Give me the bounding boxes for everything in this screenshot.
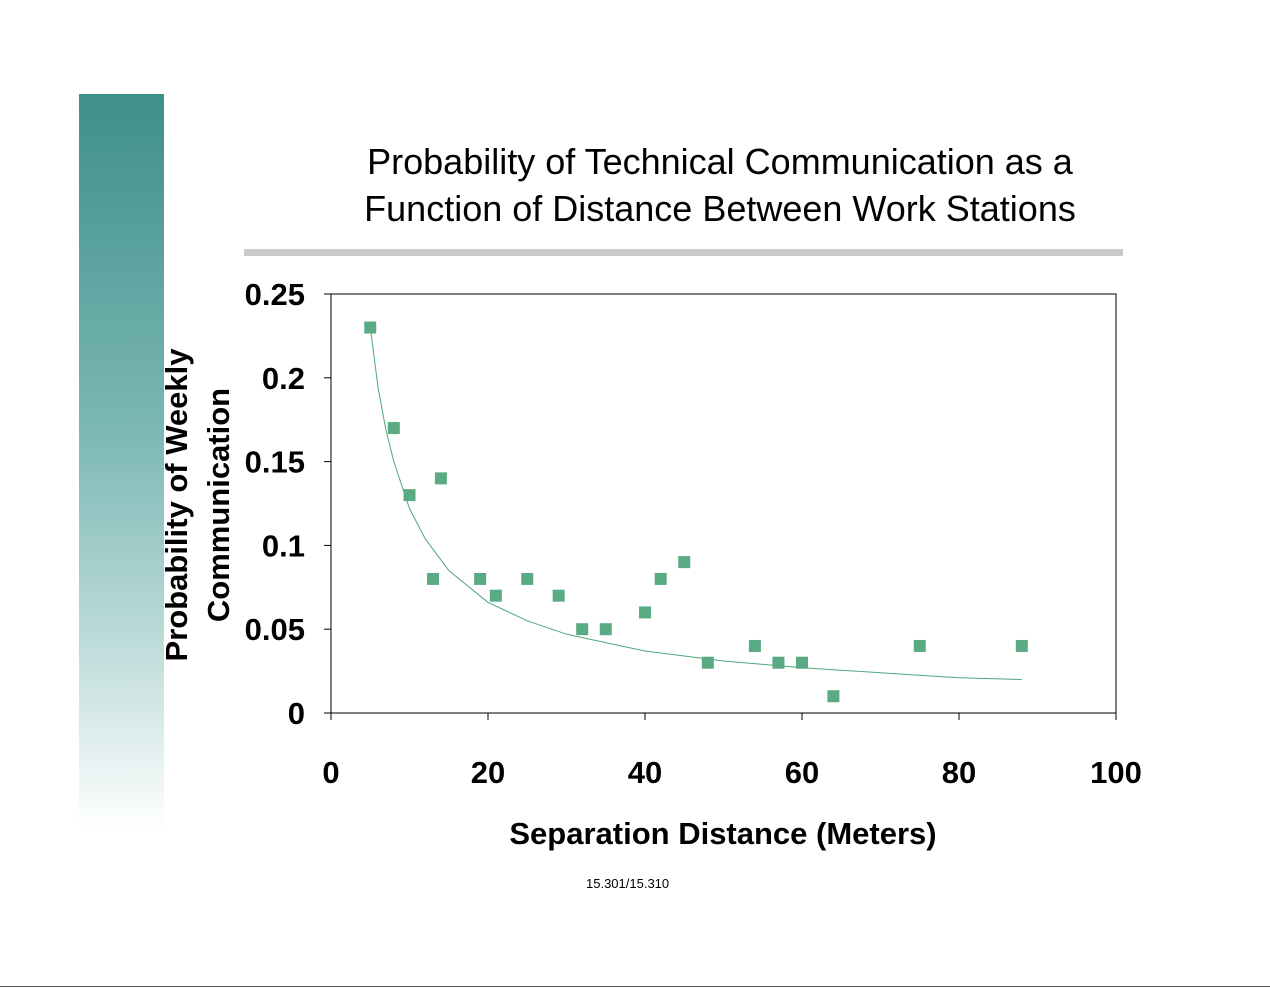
bottom-border xyxy=(0,986,1270,987)
x-axis: 0 20 40 60 80 100 xyxy=(322,713,1141,790)
y-tick-label: 0.15 xyxy=(245,445,305,480)
data-point xyxy=(828,691,838,701)
x-tick-label: 100 xyxy=(1090,755,1142,790)
y-axis-title-line-1: Probability of Weekly xyxy=(159,348,194,662)
data-point xyxy=(436,473,446,483)
data-point xyxy=(577,624,587,634)
data-point xyxy=(389,423,399,433)
data-point xyxy=(797,658,807,668)
data-point xyxy=(915,641,925,651)
plot-area xyxy=(331,294,1116,713)
y-tick-label: 0.05 xyxy=(245,612,305,647)
x-tick-label: 0 xyxy=(322,755,339,790)
data-point xyxy=(750,641,760,651)
x-tick-label: 60 xyxy=(785,755,819,790)
y-tick-label: 0 xyxy=(288,696,305,731)
data-point xyxy=(773,658,783,668)
data-point xyxy=(703,658,713,668)
footer-course-code: 15.301/15.310 xyxy=(586,876,669,891)
data-point xyxy=(405,490,415,500)
y-axis-title-line-2: Communication xyxy=(201,388,236,622)
data-point xyxy=(601,624,611,634)
data-point xyxy=(491,591,501,601)
y-tick-label: 0.25 xyxy=(245,277,305,312)
data-point xyxy=(1017,641,1027,651)
x-tick-label: 20 xyxy=(471,755,505,790)
data-point xyxy=(365,323,375,333)
x-axis-title: Separation Distance (Meters) xyxy=(509,816,936,851)
data-point xyxy=(428,574,438,584)
data-point xyxy=(522,574,532,584)
x-tick-label: 40 xyxy=(628,755,662,790)
data-point xyxy=(679,557,689,567)
x-tick-label: 80 xyxy=(942,755,976,790)
y-tick-label: 0.2 xyxy=(262,361,305,396)
y-tick-label: 0.1 xyxy=(262,528,305,563)
data-point xyxy=(656,574,666,584)
y-axis-title: Probability of Weekly Communication xyxy=(159,348,236,662)
data-point xyxy=(554,591,564,601)
data-point xyxy=(640,607,650,617)
data-point xyxy=(475,574,485,584)
y-axis: 0 0.05 0.1 0.15 0.2 0.25 xyxy=(245,277,331,731)
